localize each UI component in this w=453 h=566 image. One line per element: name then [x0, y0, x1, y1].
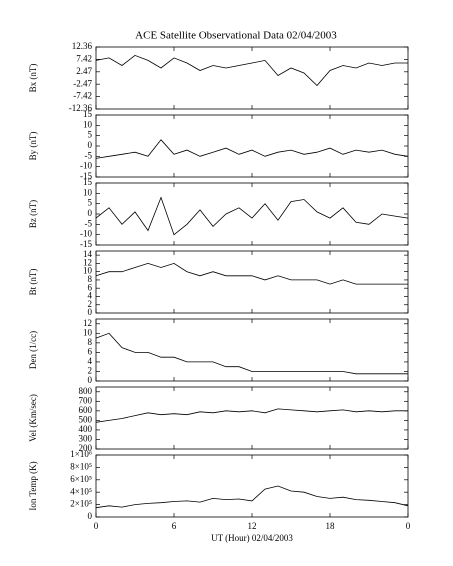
y-tick-label: 500 [79, 414, 93, 424]
y-tick-label: 0 [88, 511, 93, 521]
x-tick-label: 0 [406, 521, 411, 531]
y-tick-label: 10 [83, 187, 93, 197]
y-tick-label: 10 [83, 327, 93, 337]
y-tick-label: -10 [80, 229, 92, 239]
y-tick-label: 6 [88, 282, 93, 292]
y-tick-label: 0 [88, 307, 93, 317]
x-tick-label: 0 [94, 521, 99, 531]
panel-frame [95, 46, 409, 110]
y-axis-label: Ion Temp (K) [28, 461, 38, 510]
y-tick-label: 2×10⁵ [70, 499, 92, 509]
y-tick-label: 7.42 [76, 53, 92, 63]
chart-title: ACE Satellite Observational Data 02/04/2… [135, 30, 337, 42]
y-axis-label: Den (1/cc) [28, 331, 38, 369]
data-line [95, 196, 409, 236]
y-tick-label: 2 [88, 366, 93, 376]
y-tick-label: 15 [83, 177, 93, 187]
y-tick-label: -10 [80, 161, 92, 171]
y-tick-label: -12.36 [69, 103, 93, 113]
panel-frame [95, 454, 409, 518]
panel-frame [95, 250, 409, 314]
y-tick-label: 2.47 [76, 66, 92, 76]
panel-frame [95, 386, 409, 450]
y-tick-label: 6×10⁵ [70, 474, 92, 484]
y-tick-label: 8 [88, 274, 93, 284]
y-tick-label: 600 [79, 405, 93, 415]
x-axis-label: UT (Hour) 02/04/2003 [211, 533, 293, 543]
y-tick-label: -2.47 [73, 78, 92, 88]
y-tick-label: -5 [85, 218, 93, 228]
y-tick-label: 200 [79, 443, 93, 453]
y-tick-label: -5 [85, 150, 93, 160]
y-tick-label: -7.42 [73, 91, 92, 101]
y-tick-label: 8×10⁵ [70, 461, 92, 471]
y-tick-label: 12.36 [72, 41, 93, 51]
x-tick-label: 18 [326, 521, 336, 531]
y-tick-label: 6 [88, 346, 93, 356]
y-tick-label: 10 [83, 266, 93, 276]
data-line [95, 485, 409, 509]
panel-frame [95, 114, 409, 178]
y-axis-label: Bt (nT) [28, 269, 38, 296]
y-tick-label: 14 [83, 249, 93, 259]
y-tick-label: 2 [88, 299, 93, 309]
x-tick-label: 6 [172, 521, 177, 531]
y-tick-label: 5 [88, 130, 93, 140]
x-tick-label: 12 [248, 521, 257, 531]
y-tick-label: 0 [88, 375, 93, 385]
y-tick-label: 4 [88, 291, 93, 301]
y-tick-label: 1×10⁶ [70, 449, 92, 459]
y-tick-label: 8 [88, 337, 93, 347]
data-line [95, 408, 408, 423]
data-line [95, 54, 408, 87]
y-tick-label: 10 [83, 119, 93, 129]
y-tick-label: 15 [83, 109, 93, 119]
y-tick-label: 4×10⁵ [70, 486, 92, 496]
y-tick-label: 5 [88, 198, 93, 208]
y-tick-label: 0 [88, 208, 93, 218]
y-tick-label: 12 [83, 318, 92, 328]
y-axis-label: By (nT) [28, 132, 38, 161]
y-tick-label: 12 [83, 257, 92, 267]
y-tick-label: 300 [79, 434, 93, 444]
y-tick-label: -15 [80, 239, 92, 249]
y-tick-label: 700 [79, 395, 93, 405]
y-tick-label: 4 [88, 356, 93, 366]
panel-frame [95, 182, 409, 246]
y-tick-label: 0 [88, 140, 93, 150]
y-axis-label: Bz (nT) [28, 200, 38, 228]
y-tick-label: 800 [79, 386, 93, 396]
y-axis-label: Vel (Km/sec) [28, 394, 38, 442]
y-tick-label: 400 [79, 424, 93, 434]
data-line [95, 139, 409, 159]
y-axis-label: Bx (nT) [28, 64, 38, 93]
data-line [95, 332, 408, 375]
y-tick-label: -15 [80, 171, 92, 181]
data-line [95, 262, 408, 285]
